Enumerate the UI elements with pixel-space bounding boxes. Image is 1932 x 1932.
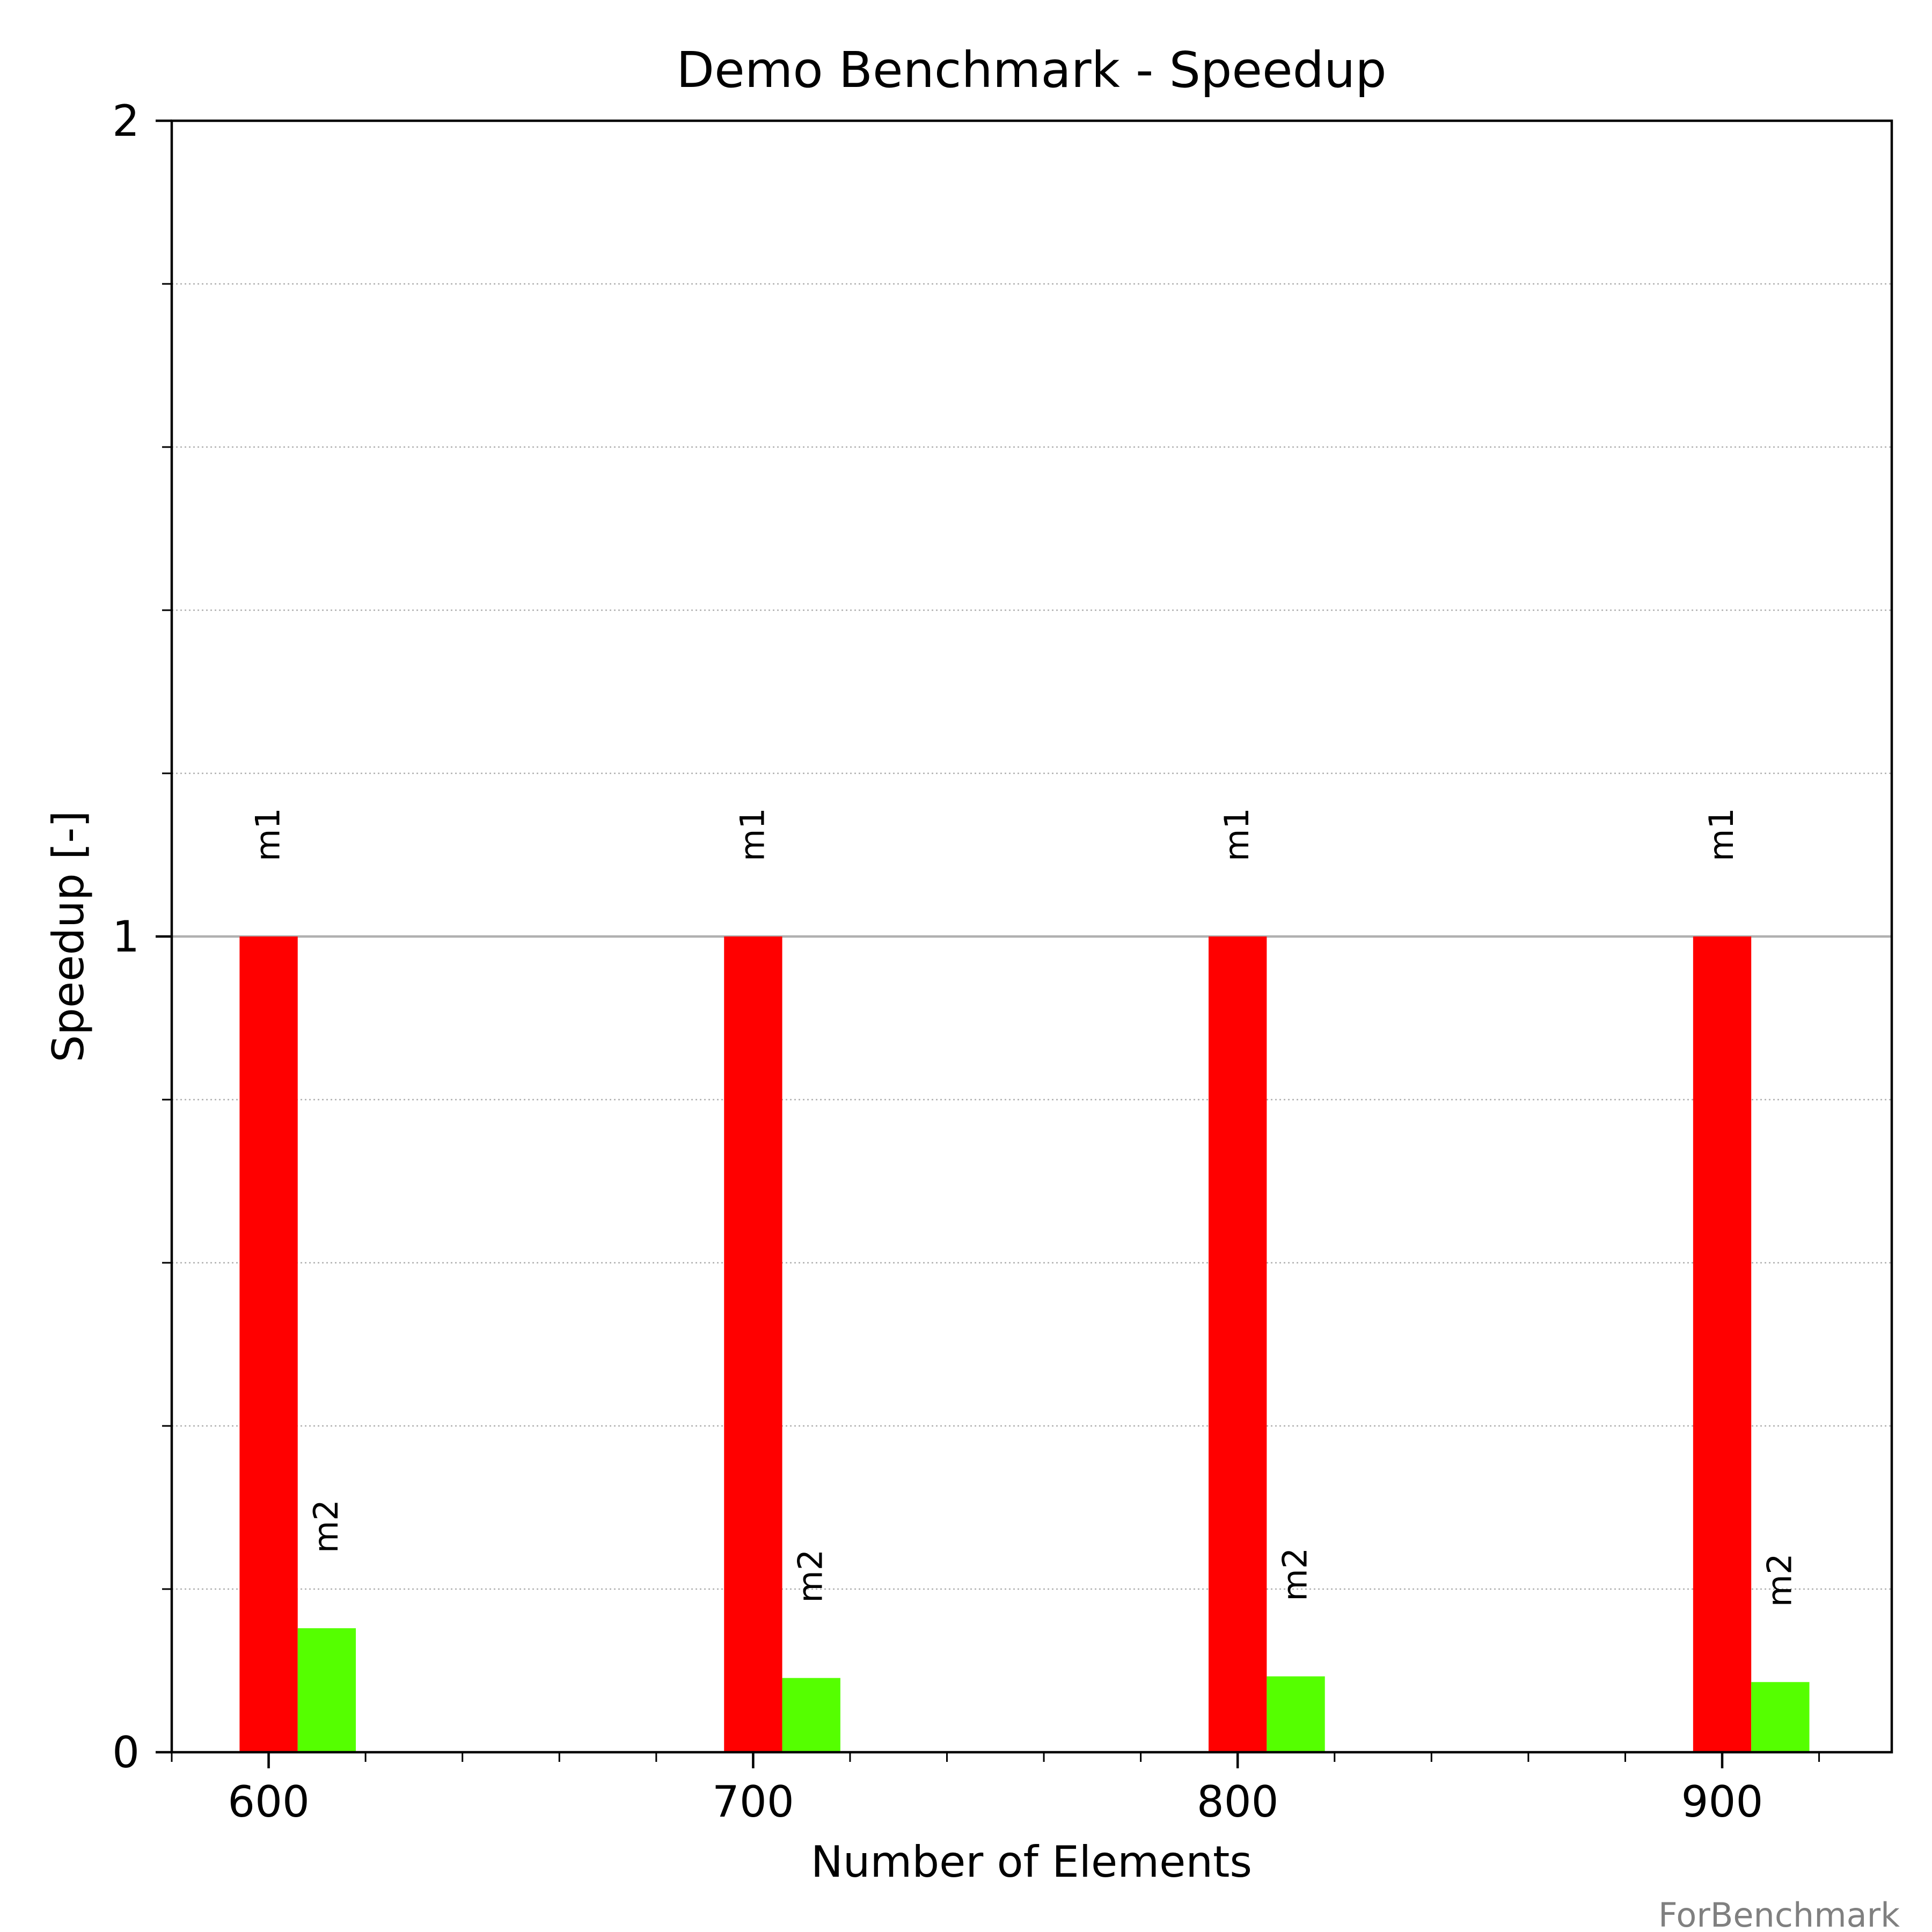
bar-label-m2: m2 [306, 1499, 346, 1553]
y-tick-label: 1 [112, 912, 140, 962]
bar-label-m2: m2 [1760, 1553, 1799, 1607]
bar-label-m1: m1 [248, 808, 288, 861]
bar-m2 [782, 1678, 840, 1752]
bar-m1 [724, 936, 782, 1752]
grid [172, 283, 1892, 1590]
x-axis-label: Number of Elements [811, 1837, 1252, 1887]
x-tick-label: 900 [1681, 1777, 1763, 1827]
bar-m2 [1751, 1682, 1810, 1752]
x-tick-label: 600 [228, 1777, 310, 1827]
bar-m2 [1267, 1676, 1325, 1752]
bar-label-m1: m1 [1702, 808, 1741, 861]
bar-m1 [1209, 936, 1267, 1752]
bar-label-m2: m2 [1276, 1548, 1315, 1601]
bar-label-m2: m2 [791, 1549, 830, 1603]
chart-title: Demo Benchmark - Speedup [676, 41, 1386, 99]
axis-ticks: 0 1 2 600 700 800 900 [112, 96, 1820, 1827]
bar-m2 [297, 1628, 356, 1752]
x-tick-label: 700 [712, 1777, 794, 1827]
bars [239, 936, 1810, 1752]
x-tick-label: 800 [1197, 1777, 1279, 1827]
bar-m1 [1693, 936, 1752, 1752]
y-tick-label: 0 [112, 1728, 140, 1777]
y-axis-label: Speedup [-] [43, 811, 93, 1063]
watermark: ForBenchmark [1658, 1896, 1900, 1932]
y-tick-label: 2 [112, 96, 140, 146]
bar-m1 [239, 936, 298, 1752]
bar-label-m1: m1 [733, 808, 772, 861]
bar-label-m1: m1 [1217, 808, 1256, 861]
bar-labels: m1 m1 m1 m1 m2 m2 m2 m2 [248, 808, 1799, 1607]
